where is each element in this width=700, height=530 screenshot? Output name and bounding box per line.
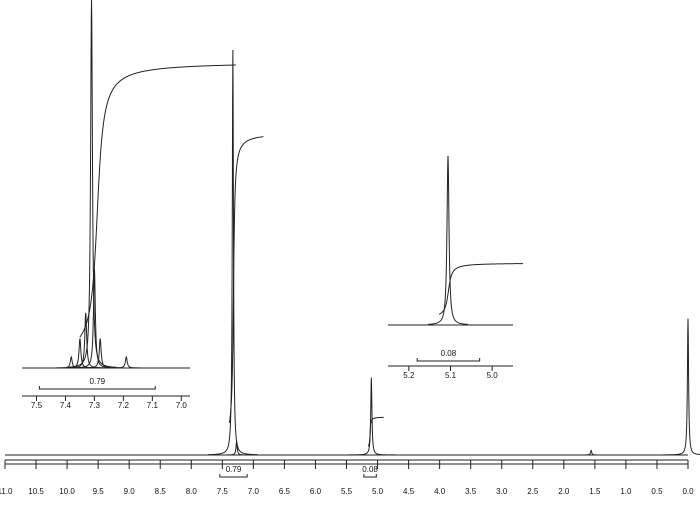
x-tick-label: 7.1	[147, 401, 159, 410]
x-tick-label: 5.2	[403, 371, 415, 380]
integral-curve	[367, 416, 384, 447]
integral-label: 0.79	[226, 465, 242, 474]
x-tick-label: 5.0	[372, 487, 384, 496]
peak	[60, 312, 111, 369]
peak	[427, 155, 469, 325]
peak	[46, 355, 97, 369]
integral-label: 0.79	[90, 377, 106, 386]
integral-label: 0.08	[441, 349, 457, 358]
x-tick-label: 8.5	[155, 487, 167, 496]
peak	[101, 355, 152, 369]
x-tick-label: 7.5	[31, 401, 43, 410]
x-tick-label: 10.0	[59, 487, 75, 496]
x-tick-label: 10.5	[28, 487, 44, 496]
x-tick-label: 7.3	[89, 401, 101, 410]
x-tick-label: 1.5	[589, 487, 601, 496]
x-tick-label: 5.0	[487, 371, 499, 380]
x-tick-label: 3.0	[496, 487, 508, 496]
x-tick-label: 5.1	[445, 371, 457, 380]
x-tick-label: 4.0	[434, 487, 446, 496]
x-tick-label: 2.5	[527, 487, 539, 496]
integral-label: 0.08	[362, 465, 378, 474]
x-tick-label: 7.0	[176, 401, 188, 410]
integral-curve	[79, 64, 236, 338]
integral-curve	[228, 136, 264, 423]
x-tick-label: 0.0	[682, 487, 694, 496]
x-tick-label: 5.5	[341, 487, 353, 496]
x-tick-label: 0.5	[651, 487, 663, 496]
peak	[566, 449, 617, 456]
peak	[207, 50, 258, 456]
integral-bracket	[416, 358, 481, 362]
peak	[346, 377, 397, 456]
peak	[663, 318, 700, 456]
x-tick-label: 6.0	[310, 487, 322, 496]
x-tick-label: 7.2	[118, 401, 130, 410]
peak	[66, 0, 117, 368]
peak	[211, 441, 262, 456]
x-tick-label: 8.0	[186, 487, 198, 496]
x-tick-label: 6.5	[279, 487, 291, 496]
x-tick-label: 4.5	[403, 487, 415, 496]
integral-bracket	[219, 474, 248, 478]
x-tick-label: 1.0	[620, 487, 632, 496]
x-tick-label: 9.0	[124, 487, 136, 496]
integral-bracket	[38, 386, 156, 390]
x-tick-label: 9.5	[93, 487, 105, 496]
x-tick-label: 2.0	[558, 487, 570, 496]
x-tick-label: 7.0	[248, 487, 260, 496]
x-tick-label: 7.5	[217, 487, 229, 496]
x-tick-label: 7.4	[60, 401, 72, 410]
integral-bracket	[363, 474, 377, 478]
x-tick-label: 3.5	[465, 487, 477, 496]
x-tick-label: 11.0	[0, 487, 13, 496]
integral-curve	[438, 263, 524, 315]
